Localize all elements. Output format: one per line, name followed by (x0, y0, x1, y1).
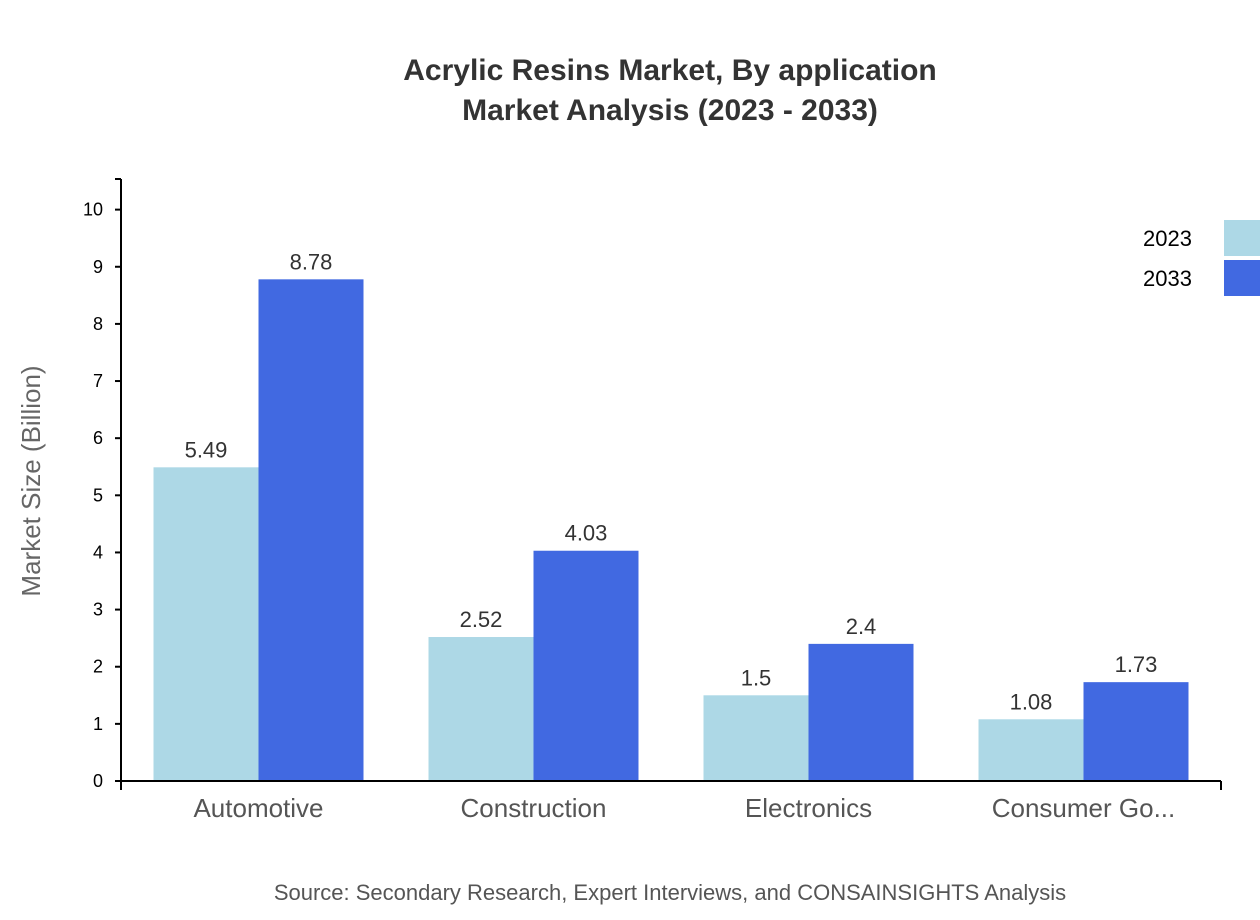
y-tick-label: 4 (93, 542, 103, 562)
y-tick-label: 7 (93, 371, 103, 391)
legend-swatch-2023 (1224, 220, 1260, 256)
y-axis-label: Market Size (Billion) (16, 365, 46, 596)
data-label: 1.73 (1115, 652, 1158, 677)
legend-label: 2023 (1143, 226, 1192, 251)
legend-label: 2033 (1143, 266, 1192, 291)
data-label: 8.78 (290, 249, 333, 274)
bar-2033-Automotive (258, 279, 364, 781)
y-tick-label: 0 (93, 771, 103, 791)
bar-2033-Consumer Go... (1083, 682, 1189, 781)
legend: 2023 2033 (1143, 220, 1260, 296)
data-label: 2.52 (460, 607, 503, 632)
chart-subtitle: Market Analysis (2023 - 2033) (462, 94, 878, 127)
bar-2033-Electronics (808, 643, 914, 781)
y-tick-label: 2 (93, 657, 103, 677)
x-tick-label: Consumer Go... (992, 793, 1176, 823)
bar-2023-Consumer Go... (978, 719, 1084, 781)
data-label: 1.08 (1010, 689, 1053, 714)
x-tick-label: Construction (461, 793, 607, 823)
y-tick-label: 10 (83, 200, 103, 220)
data-label: 2.4 (846, 614, 877, 639)
x-tick-label: Electronics (745, 793, 872, 823)
y-tick-label: 3 (93, 600, 103, 620)
chart-title: Acrylic Resins Market, By application (403, 54, 937, 87)
legend-swatch-2033 (1224, 260, 1260, 296)
y-tick-label: 5 (93, 485, 103, 505)
data-label: 4.03 (565, 521, 608, 546)
x-tick-label: Automotive (193, 793, 323, 823)
bar-2023-Electronics (703, 695, 809, 781)
y-tick-label: 1 (93, 714, 103, 734)
bar-2023-Construction (428, 637, 534, 781)
data-label: 1.5 (741, 665, 772, 690)
y-tick-label: 8 (93, 314, 103, 334)
y-tick-label: 6 (93, 428, 103, 448)
data-label: 5.49 (185, 437, 228, 462)
source-note: Source: Secondary Research, Expert Inter… (274, 880, 1066, 905)
y-tick-label: 9 (93, 257, 103, 277)
bar-2023-Automotive (153, 467, 259, 781)
bar-2033-Construction (533, 550, 639, 781)
